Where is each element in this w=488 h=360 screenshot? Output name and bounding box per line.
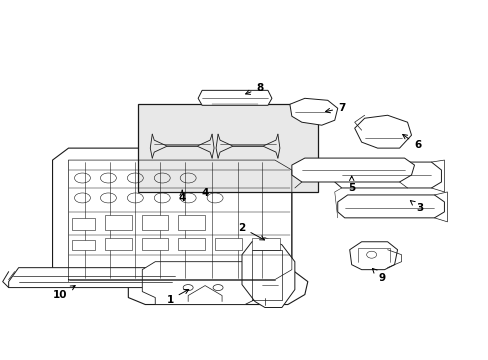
- Polygon shape: [105, 215, 132, 230]
- Polygon shape: [142, 238, 168, 250]
- Polygon shape: [142, 262, 264, 305]
- Text: 6: 6: [402, 134, 420, 150]
- Polygon shape: [142, 215, 168, 230]
- Polygon shape: [198, 90, 271, 105]
- Text: 2: 2: [238, 223, 264, 240]
- Polygon shape: [354, 115, 411, 148]
- Text: 4: 4: [178, 190, 185, 203]
- Polygon shape: [337, 195, 444, 218]
- Text: 10: 10: [53, 285, 75, 300]
- Polygon shape: [251, 238, 279, 250]
- Text: 3: 3: [409, 201, 422, 213]
- Polygon shape: [9, 268, 182, 288]
- Bar: [138, 104, 317, 192]
- Text: 8: 8: [245, 84, 263, 94]
- Text: 1: 1: [166, 289, 188, 305]
- Polygon shape: [178, 215, 204, 230]
- Text: 7: 7: [325, 103, 345, 113]
- Text: 9: 9: [372, 269, 385, 283]
- Polygon shape: [289, 98, 337, 125]
- Polygon shape: [349, 242, 397, 270]
- Polygon shape: [72, 240, 95, 250]
- Text: 5: 5: [347, 176, 355, 193]
- Polygon shape: [105, 238, 132, 250]
- Text: 4: 4: [201, 188, 208, 198]
- Polygon shape: [215, 238, 242, 250]
- Polygon shape: [52, 148, 307, 305]
- Polygon shape: [242, 238, 294, 307]
- Polygon shape: [178, 238, 204, 250]
- Polygon shape: [72, 218, 95, 230]
- Polygon shape: [334, 162, 441, 188]
- Polygon shape: [291, 158, 414, 182]
